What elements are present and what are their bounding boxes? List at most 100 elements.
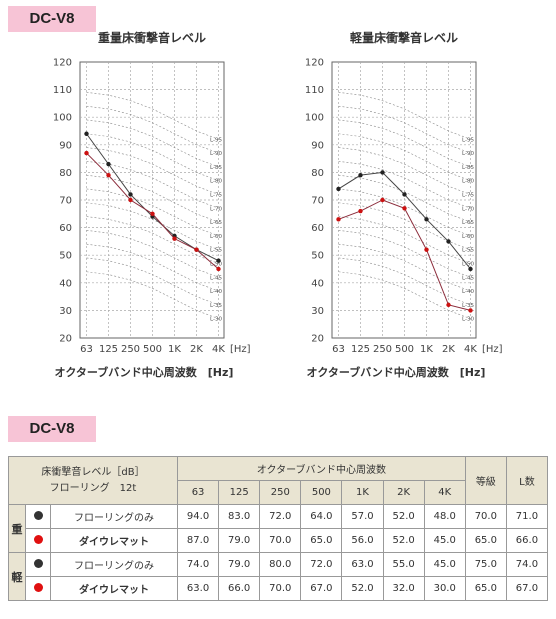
x-tick-label: 250 xyxy=(121,344,140,355)
light-impact-chart: 軽量床衝撃音レベル 20 30 40 50 60 70 80 90 100 110 120 L-95 L-… xyxy=(305,30,503,379)
y-tick-label: 90 xyxy=(59,140,72,151)
l-curve xyxy=(338,257,471,306)
x-unit-label: [Hz] xyxy=(482,344,503,355)
table-row: ダイウレマット 63.0 66.0 70.0 67.0 52.0 32.0 30.0 65.0 6… xyxy=(9,576,549,601)
data-point xyxy=(468,308,473,313)
x-tick-label: 4K xyxy=(464,344,477,355)
y-tick-label: 70 xyxy=(311,196,324,207)
l-curve-label: L-40 xyxy=(462,289,474,295)
y-tick-label: 110 xyxy=(53,85,72,96)
l-curve xyxy=(338,92,471,140)
table-cell: 71.0 xyxy=(505,504,549,529)
l-curve-label: L-95 xyxy=(210,137,222,143)
legend-dot-icon xyxy=(33,534,43,544)
y-tick-label: 20 xyxy=(59,334,72,345)
l-curve xyxy=(86,230,219,278)
l-curve-label: L-40 xyxy=(210,289,222,295)
l-curve xyxy=(86,161,219,209)
y-tick-label: 80 xyxy=(59,168,72,179)
y-tick-label: 120 xyxy=(53,58,72,69)
header-frequency-group: オクターブバンド中心周波数 xyxy=(177,456,466,481)
table-cell: 48.0 xyxy=(423,504,466,529)
table-cell: 63.0 xyxy=(341,552,384,577)
l-curve-label: L-90 xyxy=(462,151,474,157)
l-curve-label: L-45 xyxy=(462,275,474,281)
y-tick-label: 50 xyxy=(311,251,324,262)
l-curve xyxy=(338,216,471,264)
l-curve xyxy=(338,188,471,237)
table-cell: 30.0 xyxy=(423,576,466,601)
table-cell: 74.0 xyxy=(176,552,220,577)
results-table: 床衝撃音レベル［dB］ フローリング 12t オクターブバンド中心周波数 等級 … xyxy=(8,456,549,601)
legend-dot-cell xyxy=(25,528,51,553)
data-point xyxy=(84,150,89,156)
l-curve-label: L-95 xyxy=(462,137,474,143)
table-cell: 72.0 xyxy=(259,504,302,529)
header-freq-4K: 4K xyxy=(423,480,466,505)
x-tick-label: 2K xyxy=(190,344,203,355)
l-curve-label: L-35 xyxy=(462,303,474,309)
l-curve xyxy=(338,161,471,209)
table-cell: 83.0 xyxy=(218,504,261,529)
l-curve-label: L-55 xyxy=(210,248,222,254)
group-label: 重 xyxy=(8,504,26,553)
table-cell: 94.0 xyxy=(176,504,220,529)
table-cell: 66.0 xyxy=(505,528,549,553)
table-cell: 67.0 xyxy=(505,576,549,601)
data-point xyxy=(358,208,363,214)
x-tick-label: 63 xyxy=(332,344,345,355)
l-curve xyxy=(86,174,219,223)
x-tick-label: 125 xyxy=(351,344,370,355)
data-point xyxy=(358,172,363,178)
data-point xyxy=(424,247,429,252)
header-grade: 等級 xyxy=(464,456,507,505)
l-curve xyxy=(86,243,219,292)
y-tick-label: 30 xyxy=(59,306,72,317)
l-curve-label: L-70 xyxy=(210,206,222,212)
row-name: ダイウレマット xyxy=(50,528,178,553)
y-tick-label: 50 xyxy=(59,251,72,262)
l-curve xyxy=(338,133,471,181)
data-point xyxy=(216,266,221,272)
legend-dot-icon xyxy=(33,558,43,568)
l-curve xyxy=(338,243,471,292)
y-tick-label: 30 xyxy=(311,306,324,317)
legend-dot-cell xyxy=(25,552,51,577)
header-freq-1K: 1K xyxy=(341,480,384,505)
y-tick-label: 100 xyxy=(53,113,72,124)
table-cell: 75.0 xyxy=(464,552,507,577)
header-left-line1: 床衝撃音レベル［dB］ xyxy=(41,466,145,478)
table-cell: 87.0 xyxy=(176,528,220,553)
l-curve-label: L-70 xyxy=(462,206,474,212)
table-cell: 70.0 xyxy=(259,528,302,553)
table-cell: 32.0 xyxy=(382,576,425,601)
x-axis-label: オクターブバンド中心周波数 [Hz] xyxy=(55,365,234,379)
chart-title: 重量床衝撃音レベル xyxy=(98,30,206,45)
row-name: フローリングのみ xyxy=(50,504,178,529)
data-point xyxy=(128,192,133,197)
table-cell: 80.0 xyxy=(259,552,302,577)
l-curve-label: L-45 xyxy=(210,275,222,281)
table-cell: 65.0 xyxy=(300,528,343,553)
l-curve-label: L-30 xyxy=(462,317,474,323)
l-curve xyxy=(86,133,219,181)
table-cell: 52.0 xyxy=(382,528,425,553)
l-curve xyxy=(338,119,471,168)
table-cell: 79.0 xyxy=(218,528,261,553)
l-curve xyxy=(338,271,471,319)
y-tick-label: 70 xyxy=(59,196,72,207)
data-point xyxy=(424,217,429,222)
header-l-number: L数 xyxy=(505,456,549,505)
y-tick-label: 60 xyxy=(311,223,324,234)
table-cell: 66.0 xyxy=(218,576,261,601)
l-curve xyxy=(86,147,219,195)
table-cell: 45.0 xyxy=(423,528,466,553)
table-cell: 52.0 xyxy=(341,576,384,601)
header-freq-250: 250 xyxy=(259,480,302,505)
x-tick-label: 4K xyxy=(212,344,225,355)
l-curve xyxy=(86,188,219,237)
model-badge-bottom: DC-V8 xyxy=(8,416,96,442)
legend-dot-icon xyxy=(33,582,43,592)
chart-title: 軽量床衝撃音レベル xyxy=(350,30,458,45)
l-curve xyxy=(338,147,471,195)
